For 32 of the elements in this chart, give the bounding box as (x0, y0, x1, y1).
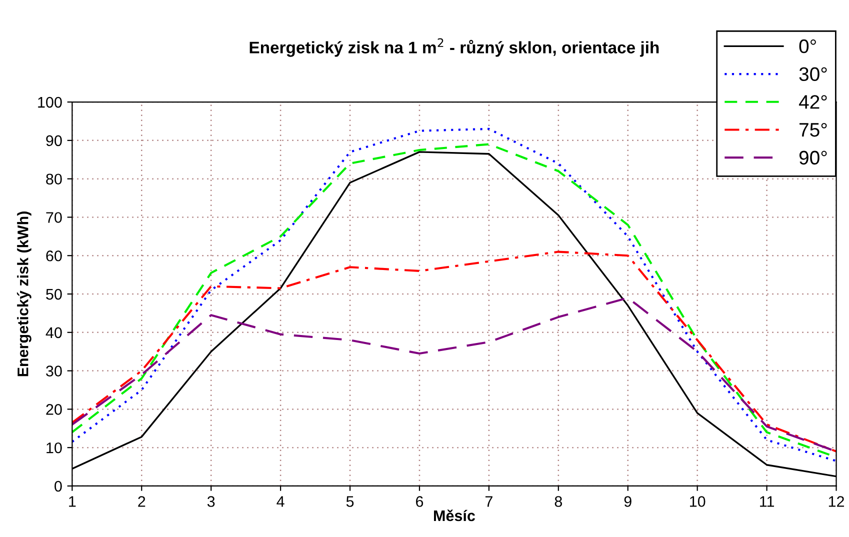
y-tick-label: 30 (46, 366, 62, 376)
x-tick-label: 10 (690, 496, 706, 507)
x-tick-label: 6 (416, 496, 424, 507)
y-tick-label: 60 (46, 250, 62, 262)
y-tick-label: 90 (46, 135, 62, 146)
x-tick-label: 11 (760, 496, 774, 507)
chart-title: Energetický zisk na 1 m$^{2}$ - různý sklon, orientace jih (250, 38, 659, 57)
x-tick-label: 1 (69, 496, 76, 507)
x-tick-label: 12 (828, 496, 844, 507)
legend-label: 30° (799, 67, 827, 82)
x-tick-label: 5 (346, 496, 354, 507)
x-tick-label: 9 (624, 496, 632, 507)
y-tick-label: 20 (46, 404, 62, 415)
legend-label: 90° (799, 150, 827, 165)
x-axis-title: Měsíc (434, 510, 475, 522)
y-tick-label: 80 (46, 174, 62, 185)
x-tick-label: 3 (207, 496, 215, 507)
legend-label: 42° (798, 95, 827, 109)
y-tick-label: 100 (38, 96, 62, 108)
x-tick-label: 8 (554, 496, 562, 507)
y-tick-label: 10 (46, 442, 62, 454)
x-tick-label: 2 (138, 496, 146, 507)
legend-label: 75° (800, 122, 827, 137)
y-tick-label: 50 (46, 288, 62, 300)
x-tick-label: 7 (485, 496, 492, 507)
y-tick-label: 70 (46, 212, 62, 223)
y-tick-label: 40 (46, 327, 62, 338)
x-tick-label: 4 (276, 496, 284, 507)
y-axis-title: Energetický zisk (kWh) (16, 212, 32, 376)
y-tick-label: 0 (54, 480, 62, 492)
line-series (72, 250, 836, 452)
legend-label: 0° (799, 39, 816, 54)
